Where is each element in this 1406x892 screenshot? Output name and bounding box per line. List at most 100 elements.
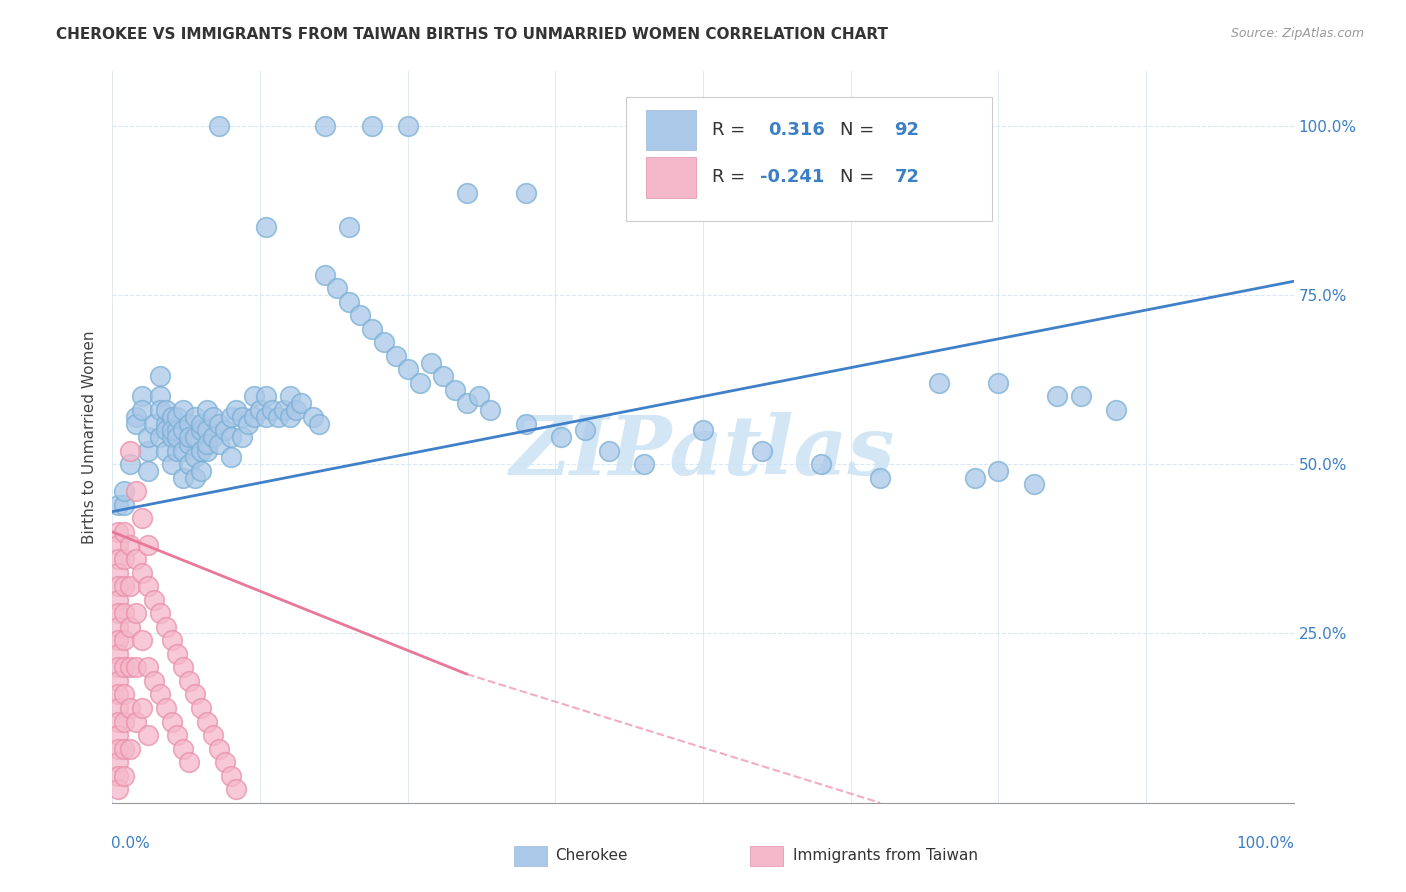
Point: [987, 376, 1010, 390]
Point: [131, 389, 153, 403]
Text: R =: R =: [713, 169, 751, 186]
Point: [284, 403, 307, 417]
Point: [444, 383, 467, 397]
Point: [231, 409, 253, 424]
Point: [456, 396, 478, 410]
Point: [155, 403, 177, 417]
Point: [243, 389, 266, 403]
Text: CHEROKEE VS IMMIGRANTS FROM TAIWAN BIRTHS TO UNMARRIED WOMEN CORRELATION CHART: CHEROKEE VS IMMIGRANTS FROM TAIWAN BIRTH…: [56, 27, 889, 42]
Point: [190, 423, 212, 437]
Point: [136, 538, 159, 552]
Point: [107, 579, 129, 593]
Point: [201, 409, 224, 424]
Point: [550, 430, 572, 444]
Point: [225, 403, 247, 417]
Point: [179, 430, 201, 444]
Point: [120, 660, 142, 674]
Point: [396, 362, 419, 376]
Point: [131, 566, 153, 580]
Point: [290, 396, 312, 410]
Y-axis label: Births to Unmarried Women: Births to Unmarried Women: [82, 330, 97, 544]
Point: [515, 417, 537, 431]
Point: [120, 443, 142, 458]
Point: [373, 335, 395, 350]
Point: [308, 417, 330, 431]
Point: [1105, 403, 1128, 417]
Point: [249, 403, 271, 417]
Point: [112, 484, 135, 499]
Point: [1070, 389, 1092, 403]
Point: [155, 423, 177, 437]
Point: [190, 417, 212, 431]
Point: [120, 741, 142, 756]
Point: [125, 552, 148, 566]
Point: [107, 620, 129, 634]
Text: Immigrants from Taiwan: Immigrants from Taiwan: [793, 848, 977, 863]
Point: [125, 409, 148, 424]
Point: [107, 524, 129, 539]
Point: [987, 464, 1010, 478]
Point: [166, 728, 188, 742]
Point: [179, 417, 201, 431]
Point: [166, 443, 188, 458]
Point: [112, 524, 135, 539]
Point: [107, 714, 129, 729]
Point: [254, 389, 277, 403]
Point: [142, 417, 165, 431]
Point: [208, 741, 231, 756]
Point: [149, 389, 172, 403]
Point: [160, 423, 183, 437]
Point: [172, 443, 194, 458]
Point: [125, 417, 148, 431]
FancyBboxPatch shape: [647, 157, 696, 197]
Point: [166, 423, 188, 437]
Point: [195, 403, 218, 417]
Point: [125, 606, 148, 620]
Point: [273, 403, 295, 417]
Point: [195, 423, 218, 437]
Point: [112, 579, 135, 593]
Point: [107, 647, 129, 661]
Point: [107, 606, 129, 620]
Point: [136, 728, 159, 742]
Point: [208, 119, 231, 133]
Point: [120, 457, 142, 471]
Point: [131, 511, 153, 525]
Point: [125, 484, 148, 499]
Point: [120, 701, 142, 715]
Point: [208, 417, 231, 431]
Point: [420, 355, 443, 369]
Point: [149, 430, 172, 444]
Point: [112, 552, 135, 566]
Point: [160, 430, 183, 444]
Point: [633, 457, 655, 471]
Point: [112, 606, 135, 620]
Point: [142, 592, 165, 607]
Point: [260, 403, 283, 417]
Point: [254, 220, 277, 235]
Point: [314, 119, 336, 133]
Text: ZIPatlas: ZIPatlas: [510, 412, 896, 491]
Point: [432, 369, 454, 384]
Point: [267, 409, 290, 424]
Point: [131, 403, 153, 417]
Point: [112, 688, 135, 702]
Point: [107, 660, 129, 674]
Text: R =: R =: [713, 121, 751, 139]
FancyBboxPatch shape: [626, 97, 993, 221]
Point: [172, 660, 194, 674]
Point: [112, 769, 135, 783]
Point: [172, 741, 194, 756]
Point: [751, 443, 773, 458]
Text: Source: ZipAtlas.com: Source: ZipAtlas.com: [1230, 27, 1364, 40]
Point: [1022, 477, 1045, 491]
Point: [136, 464, 159, 478]
Point: [184, 471, 207, 485]
Point: [278, 389, 301, 403]
Point: [963, 471, 986, 485]
Point: [166, 647, 188, 661]
Point: [160, 714, 183, 729]
Point: [107, 592, 129, 607]
Point: [219, 769, 242, 783]
Point: [238, 417, 260, 431]
